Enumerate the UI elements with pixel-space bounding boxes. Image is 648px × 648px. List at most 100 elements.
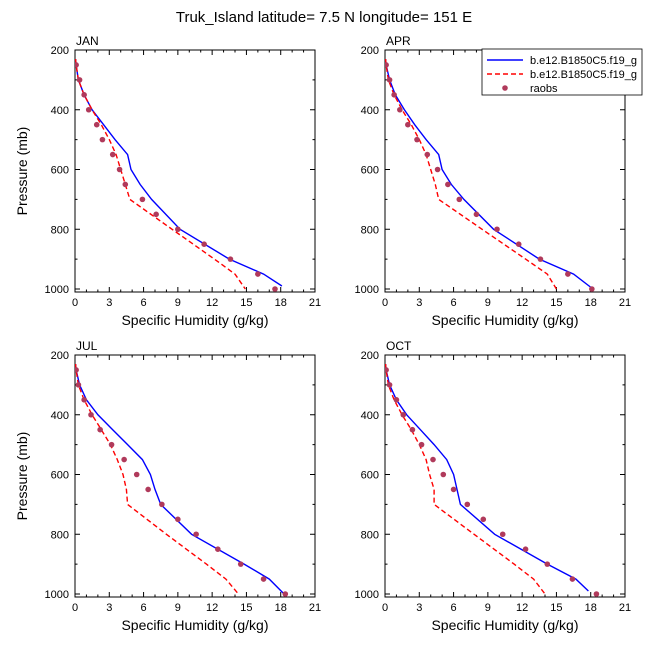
raobs-point [175,516,181,523]
y-tick-label: 800 [51,224,69,236]
x-tick-label: 12 [516,297,528,309]
y-tick-label: 200 [51,45,69,57]
x-tick-label: 9 [485,602,491,614]
raobs-point [418,441,425,448]
x-tick-label: 0 [382,602,388,614]
legend-label: b.e12.B1850C5.f19_g [530,55,637,67]
raobs-point [391,92,397,98]
raobs-point [121,456,127,463]
raobs-point [255,271,261,277]
plot-frame [74,354,316,598]
raobs-point [76,77,83,83]
x-tick-label: 21 [309,602,321,614]
panel-title: APR [386,34,411,48]
x-tick-label: 21 [619,297,631,309]
y-tick-label: 200 [361,45,379,57]
raobs-point [145,486,151,493]
x-axis-label: Specific Humidity (g/kg) [121,617,268,633]
raobs-point [409,426,416,433]
solid-series-line [75,58,283,287]
x-tick-label: 12 [516,602,528,614]
solid-series-line [75,363,285,595]
legend: b.e12.B1850C5.f19_g b.e12.B1850C5.f19_gra… [481,48,643,96]
raobs-point [116,166,123,173]
y-tick-label: 600 [361,470,379,482]
x-tick-label: 18 [275,602,287,614]
dashed-series-line [385,363,546,595]
raobs-point [99,136,106,143]
x-tick-label: 12 [206,297,218,309]
figure-title: Truk_Island latitude= 7.5 N longitude= 1… [176,9,472,26]
plot-frame [384,354,626,598]
y-tick-label: 1000 [355,589,379,601]
raobs-point [405,121,411,128]
raobs-point [81,397,87,403]
x-tick-label: 15 [550,297,562,309]
x-tick-label: 3 [106,602,112,614]
raobs-point [108,441,115,448]
raobs-point [175,226,181,233]
panel-title: JUL [76,339,98,353]
legend-label: b.e12.B1850C5.f19_g [530,69,637,81]
raobs-point [139,196,146,203]
panel-jan: 0 3 6 9 12 15 18 21 200 400 600 800 1000 JAN Specific … [14,34,321,328]
raobs-point [133,471,140,478]
y-tick-label: 800 [361,529,379,541]
raobs-point [424,151,431,158]
x-tick-label: 12 [206,602,218,614]
y-tick-label: 400 [361,105,379,117]
series-group [385,363,600,597]
raobs-point [397,106,403,113]
raobs-point [450,486,457,493]
raobs-point [414,136,420,143]
y-axis-label: Pressure (mb) [14,127,30,216]
y-tick-label: 200 [51,350,69,362]
raobs-point [464,501,471,508]
y-tick-label: 400 [51,410,69,422]
raobs-point [385,62,389,68]
raobs-point [159,501,165,508]
x-tick-label: 0 [72,602,78,614]
x-tick-label: 15 [240,297,252,309]
raobs-point [456,196,463,203]
raobs-point [494,226,500,233]
raobs-point [75,382,82,388]
raobs-point [153,211,159,218]
series-group [75,363,289,597]
x-tick-label: 18 [275,297,287,309]
solid-series-line [385,58,594,290]
y-axis-label: Pressure (mb) [14,432,30,521]
raobs-point [75,62,79,68]
solid-series-line [385,363,589,592]
panel-oct: 0 3 6 9 12 15 18 21 200 400 600 800 1000 OCT Specific … [355,339,632,633]
x-tick-label: 0 [382,297,388,309]
raobs-point [589,286,595,292]
x-tick-label: 3 [416,297,422,309]
raobs-point [515,241,522,247]
x-tick-label: 6 [451,602,457,614]
x-tick-label: 3 [416,602,422,614]
panels: 0 3 6 9 12 15 18 212004006008001000JANSpecific … [14,34,631,633]
raobs-point [85,106,92,113]
x-tick-label: 18 [585,297,597,309]
x-tick-label: 9 [175,602,181,614]
x-tick-label: 15 [550,602,562,614]
raobs-point [122,181,129,188]
y-tick-label: 600 [51,470,69,482]
raobs-point [272,286,278,292]
raobs-point [537,256,544,262]
x-tick-label: 21 [619,602,631,614]
raobs-point [97,426,103,433]
x-axis-label: Specific Humidity (g/kg) [121,312,268,328]
series-group [385,58,595,292]
raobs-point [81,92,87,98]
raobs-point [385,367,389,373]
x-tick-label: 6 [141,602,147,614]
raobs-point [522,546,529,552]
y-tick-label: 600 [51,165,69,177]
x-axis-label: Specific Humidity (g/kg) [431,312,578,328]
legend-box [481,48,643,96]
x-tick-label: 18 [585,602,597,614]
raobs-point [434,166,441,173]
